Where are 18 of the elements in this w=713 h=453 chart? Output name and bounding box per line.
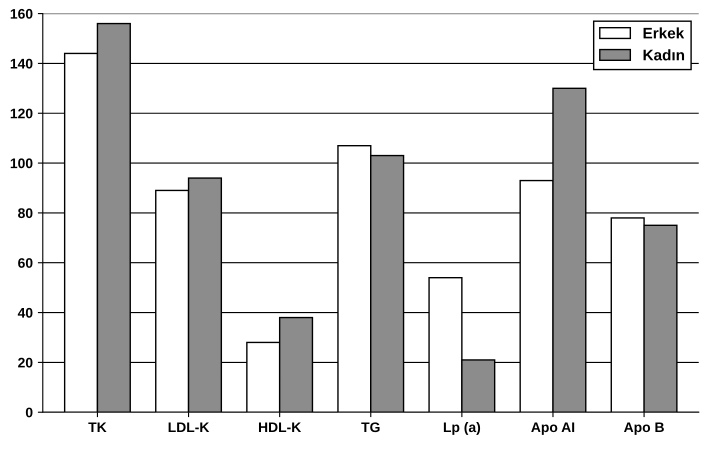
x-tick-label: TG: [361, 422, 380, 432]
legend-label: Kadın: [644, 49, 684, 60]
y-tick-label: 0: [26, 408, 32, 418]
y-tick-label: 120: [10, 108, 32, 118]
legend-label: Erkek: [644, 27, 684, 39]
y-tick-label: 40: [18, 308, 32, 318]
y-tick-label: 20: [18, 358, 32, 368]
x-tick-label: HDL-K: [258, 422, 302, 432]
x-tick-label: Lp (a): [444, 422, 480, 435]
y-tick-label: 80: [18, 208, 32, 218]
x-tick-label: Apo AI: [531, 422, 574, 435]
y-tick-label: 60: [18, 258, 32, 268]
y-tick-label: 140: [10, 58, 32, 69]
y-tick-label: 100: [10, 158, 32, 168]
x-tick-label: TK: [88, 422, 107, 432]
x-tick-label: Apo B: [624, 422, 664, 435]
y-tick-label: 160: [10, 8, 32, 19]
x-tick-label: LDL-K: [168, 422, 210, 432]
